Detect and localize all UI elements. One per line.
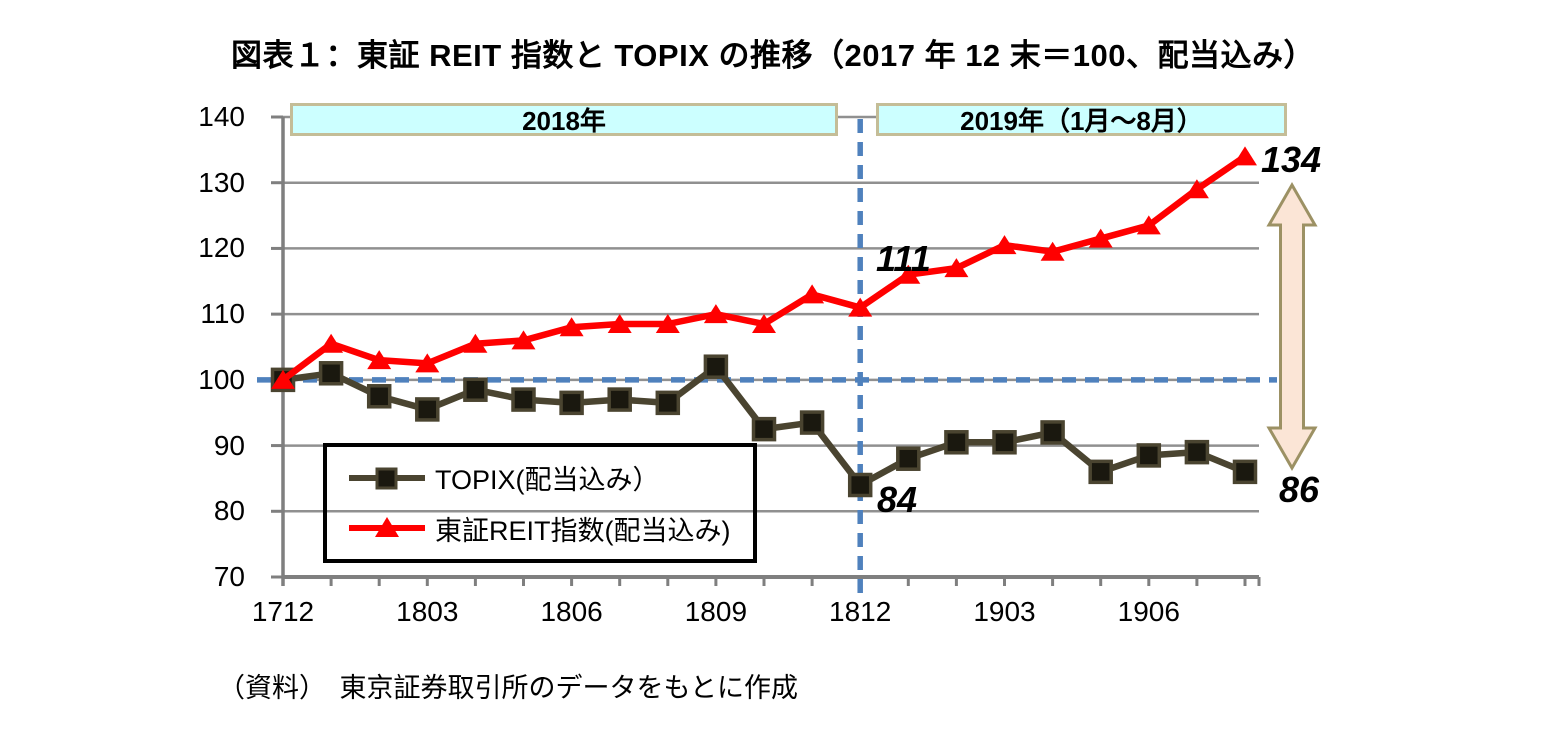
y-tick-label: 140: [198, 101, 245, 132]
period-banner-2019: 2019年（1月～8月）: [876, 103, 1287, 136]
legend-item-topix: TOPIX(配当込み）: [347, 458, 753, 497]
annotation-reit-1908: 134: [1261, 139, 1322, 180]
y-tick-label: 120: [198, 232, 245, 264]
period-banner-2018: 2018年: [290, 103, 838, 136]
y-tick-label: 110: [200, 298, 245, 330]
source-note: （資料） 東京証券取引所のデータをもとに作成: [218, 673, 798, 703]
x-tick-label: 1903: [973, 596, 1036, 627]
y-tick-label: 90: [213, 429, 245, 461]
chart-title: 図表１：東証 REIT 指数と TOPIX の推移（2017 年 12 末＝10…: [230, 38, 1316, 73]
legend-label-topix: TOPIX(配当込み）: [435, 465, 660, 496]
x-tick-label: 1812: [829, 596, 892, 627]
x-tick-label: 1809: [684, 596, 748, 627]
range-arrow-icon: [1266, 181, 1318, 472]
y-tick-label: 70: [213, 561, 245, 592]
legend-label-reit: 東証REIT指数(配当込み): [435, 515, 731, 546]
period-banner-2018-label: 2018年: [522, 106, 606, 136]
y-tick-label: 100: [198, 363, 245, 395]
x-tick-label: 1806: [540, 596, 603, 627]
period-banner-2019-label: 2019年（1月～8月）: [960, 106, 1203, 136]
y-tick-label: 130: [198, 166, 245, 198]
x-tick-label: 1906: [1117, 596, 1180, 627]
y-tick-label: 80: [213, 495, 245, 527]
legend-item-reit: 東証REIT指数(配当込み): [347, 509, 753, 548]
annotation-reit-1812: 111: [876, 238, 931, 279]
topix-line-swatch-icon: [349, 467, 425, 490]
x-tick-label: 1803: [396, 596, 459, 627]
reit-line-swatch-icon: [349, 517, 425, 538]
chart-legend: TOPIX(配当込み） 東証REIT指数(配当込み): [323, 443, 757, 563]
x-tick-label: 1712: [251, 596, 315, 627]
annotation-topix-1812: 84: [877, 479, 918, 520]
annotation-topix-1908: 86: [1279, 469, 1320, 510]
